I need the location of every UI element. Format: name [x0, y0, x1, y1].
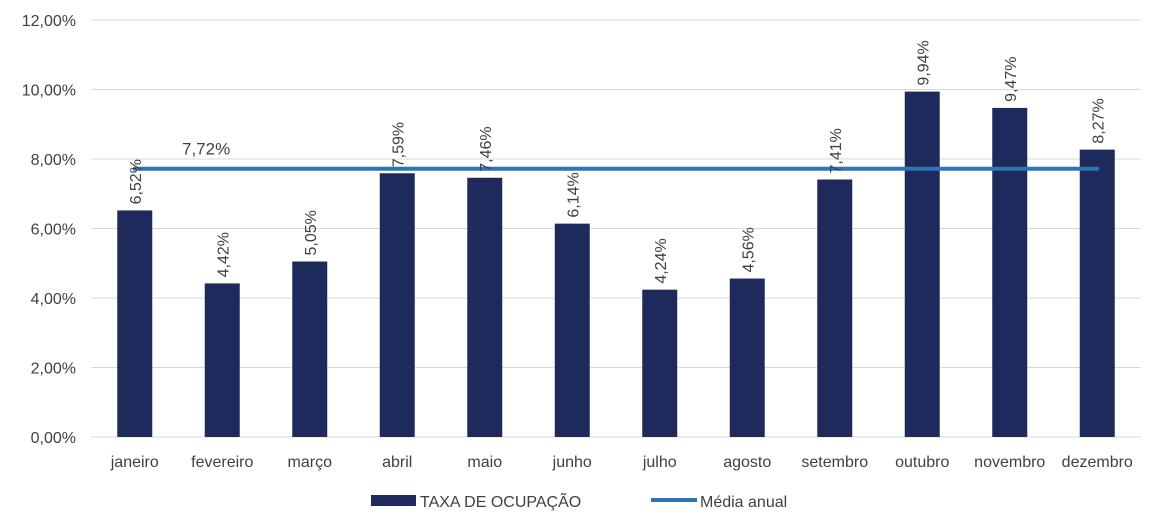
x-tick-label: janeiro: [110, 454, 159, 471]
x-tick-label: abril: [382, 454, 412, 471]
bar: [817, 179, 853, 437]
bar: [292, 261, 328, 437]
bar: [554, 223, 590, 437]
x-tick-label: julho: [642, 454, 677, 471]
gridlines: [91, 19, 1141, 438]
legend-label-bar: TAXA DE OCUPAÇÃO: [420, 491, 581, 511]
y-tick-label: 12,00%: [22, 13, 76, 30]
bar: [992, 107, 1028, 437]
x-tick-label: novembro: [974, 454, 1045, 471]
x-tick-label: maio: [467, 454, 502, 471]
x-tick-label: março: [288, 454, 333, 471]
data-labels: 6,52% 4,42% 5,05% 7,59% 7,46% 6,14% 4,24% 4,56%…: [128, 40, 1108, 283]
data-label: 6,52%: [128, 159, 145, 204]
bar: [904, 91, 940, 438]
x-axis-labels: janeiro fevereiro março abril maio junho julho…: [110, 454, 1133, 471]
legend-swatch-bar: [371, 495, 416, 506]
y-tick-label: 0,00%: [31, 430, 76, 447]
data-label: 7,46%: [478, 126, 495, 171]
x-tick-label: agosto: [723, 454, 771, 471]
x-tick-label: fevereiro: [191, 454, 253, 471]
y-tick-label: 6,00%: [31, 222, 76, 239]
data-label: 7,59%: [390, 122, 407, 167]
y-tick-label: 10,00%: [22, 83, 76, 100]
data-label: 6,14%: [565, 172, 582, 217]
bar: [642, 289, 678, 437]
y-axis-ticks: 0,00% 2,00% 4,00% 6,00% 8,00% 10,00% 12,00%: [22, 13, 76, 447]
bar: [379, 173, 415, 437]
y-tick-label: 4,00%: [31, 291, 76, 308]
bar: [1079, 149, 1115, 437]
average-line-label: 7,72%: [182, 140, 230, 159]
bar: [729, 278, 765, 437]
bar: [204, 283, 240, 437]
data-label: 4,56%: [740, 227, 757, 272]
data-label: 7,41%: [828, 128, 845, 173]
data-label: 5,05%: [303, 210, 320, 255]
bar: [117, 210, 153, 437]
bar: [467, 177, 503, 437]
data-label: 9,94%: [915, 40, 932, 85]
bar-series: [117, 91, 1115, 438]
x-tick-label: setembro: [801, 454, 868, 471]
y-tick-label: 2,00%: [31, 361, 76, 378]
data-label: 4,24%: [653, 238, 670, 283]
x-tick-label: junho: [552, 454, 592, 471]
data-label: 4,42%: [215, 232, 232, 277]
legend: TAXA DE OCUPAÇÃO Média anual: [371, 491, 787, 511]
average-line-series: 7,72%: [132, 140, 1100, 171]
x-tick-label: dezembro: [1062, 454, 1133, 471]
legend-label-line: Média anual: [700, 494, 787, 511]
x-tick-label: outubro: [895, 454, 949, 471]
data-label: 9,47%: [1003, 57, 1020, 102]
data-label: 8,27%: [1090, 98, 1107, 143]
y-tick-label: 8,00%: [31, 152, 76, 169]
